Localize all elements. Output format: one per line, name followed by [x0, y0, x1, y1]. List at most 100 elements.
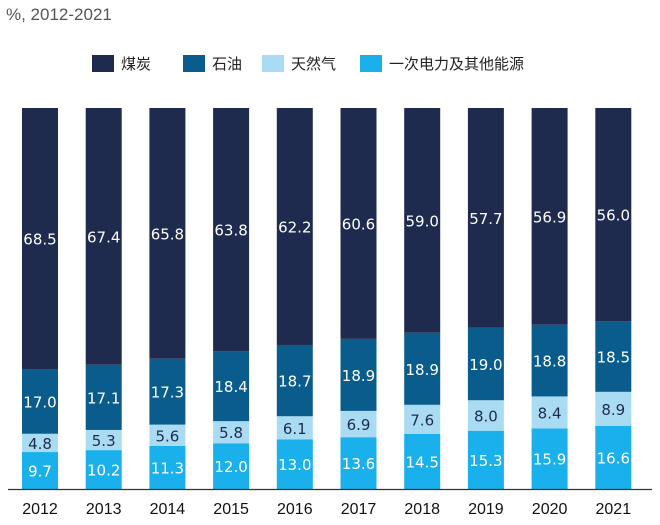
- data-label-2016-series-2: 18.7: [278, 373, 311, 391]
- data-label-2021-series-3: 8.9: [601, 401, 625, 419]
- bar-2016-series-4: [276, 439, 313, 489]
- bar-2020-series-4: [531, 428, 568, 489]
- bar-2018-series-3: [404, 404, 441, 434]
- bar-2019-series-2: [467, 327, 504, 401]
- bar-2014-series-3: [149, 424, 186, 446]
- bar-2016-series-1: [276, 108, 313, 345]
- bar-2021-series-4: [595, 425, 632, 489]
- data-label-2018-series-1: 59.0: [405, 212, 438, 230]
- x-tick-label-2016: 2016: [277, 501, 313, 518]
- data-label-2014-series-2: 17.3: [151, 384, 184, 402]
- data-label-2012-series-4: 9.7: [28, 463, 52, 481]
- legend-label-3: 天然气: [291, 55, 336, 73]
- data-label-2017-series-4: 13.6: [342, 455, 375, 473]
- bar-2015-series-3: [213, 421, 250, 444]
- x-tick-label-2017: 2017: [341, 501, 377, 518]
- x-tick-label-2012: 2012: [22, 501, 58, 518]
- bar-2012-series-1: [22, 108, 58, 369]
- bar-stack-area: 9.7 4.8 17.0 68.5 10.2 5.3 17.1 67.4 11.3 5.6 17.3…: [22, 108, 632, 489]
- data-label-2016-series-1: 62.2: [278, 218, 311, 236]
- data-label-2018-series-3: 7.6: [410, 411, 434, 429]
- data-label-2013-series-4: 10.2: [87, 462, 120, 480]
- data-label-2021-series-4: 16.6: [597, 449, 630, 467]
- bar-2014-series-4: [149, 445, 186, 489]
- bar-2018-series-2: [404, 332, 441, 405]
- data-label-2017-series-1: 60.6: [342, 215, 375, 233]
- bar-2016-series-3: [276, 416, 313, 440]
- data-label-2016-series-4: 13.0: [278, 456, 311, 474]
- data-label-2021-series-1: 56.0: [597, 207, 630, 225]
- data-label-2018-series-4: 14.5: [405, 453, 438, 471]
- data-label-2013-series-3: 5.3: [92, 432, 116, 450]
- data-label-2018-series-2: 18.9: [405, 361, 438, 379]
- data-label-2017-series-3: 6.9: [347, 416, 371, 434]
- bar-2013-series-2: [85, 364, 122, 430]
- x-tick-label-2020: 2020: [532, 501, 568, 518]
- bar-2020-series-1: [531, 108, 568, 325]
- bar-2015-series-1: [213, 108, 250, 352]
- data-label-2013-series-2: 17.1: [87, 389, 120, 407]
- x-tick-label-2021: 2021: [596, 501, 632, 518]
- data-label-2019-series-4: 15.3: [469, 452, 502, 470]
- data-label-2017-series-2: 18.9: [342, 367, 375, 385]
- legend-swatch-3: [262, 55, 284, 72]
- bar-2018-series-1: [404, 108, 441, 333]
- data-label-2019-series-1: 57.7: [469, 210, 502, 228]
- x-tick-label-2019: 2019: [468, 501, 504, 518]
- bar-2017-series-1: [340, 108, 377, 339]
- data-label-2020-series-2: 18.8: [533, 353, 566, 371]
- data-label-2020-series-3: 8.4: [538, 404, 562, 422]
- bar-2012-series-4: [22, 452, 58, 489]
- legend-label-2: 石油: [212, 55, 242, 73]
- bar-2013-series-1: [85, 108, 122, 365]
- bar-2012-series-2: [22, 368, 58, 434]
- bar-2013-series-4: [85, 450, 122, 489]
- x-tick-label-2015: 2015: [213, 501, 249, 518]
- legend-label-4: 一次电力及其他能源: [389, 55, 524, 73]
- bar-2017-series-4: [340, 437, 377, 489]
- bar-2016-series-2: [276, 344, 313, 417]
- bar-2014-series-2: [149, 358, 186, 425]
- x-tick-label-2014: 2014: [150, 501, 186, 518]
- bar-2020-series-3: [531, 396, 568, 429]
- bar-2021-series-3: [595, 391, 632, 426]
- x-tick-label-2018: 2018: [404, 501, 440, 518]
- bar-2015-series-2: [213, 351, 250, 422]
- data-label-2012-series-3: 4.8: [28, 435, 52, 453]
- bar-2018-series-4: [404, 433, 441, 489]
- data-label-2013-series-1: 67.4: [87, 228, 120, 246]
- bar-2013-series-3: [85, 429, 122, 451]
- x-axis-tick-labels: 2012 2013 2014 2015 2016 2017 2018 2019 2020 2021: [22, 501, 631, 518]
- bar-2017-series-2: [340, 338, 377, 411]
- legend-label-1: 煤炭: [121, 55, 151, 73]
- data-label-2014-series-3: 5.6: [155, 427, 179, 445]
- data-label-2016-series-3: 6.1: [283, 420, 307, 438]
- data-label-2012-series-1: 68.5: [23, 230, 56, 248]
- bar-2020-series-2: [531, 324, 568, 397]
- legend-swatch-4: [360, 55, 382, 72]
- data-label-2019-series-2: 19.0: [469, 356, 502, 374]
- data-label-2021-series-2: 18.5: [597, 349, 630, 367]
- data-label-2015-series-3: 5.8: [219, 424, 243, 442]
- data-label-2015-series-1: 63.8: [214, 222, 247, 240]
- x-tick-label-2013: 2013: [86, 501, 122, 518]
- data-label-2014-series-1: 65.8: [151, 225, 184, 243]
- chart-legend: 煤炭 石油 天然气 一次电力及其他能源: [92, 55, 524, 73]
- data-label-2019-series-3: 8.0: [474, 407, 498, 425]
- data-label-2020-series-4: 15.9: [533, 451, 566, 469]
- bar-2014-series-1: [149, 108, 186, 359]
- data-label-2015-series-2: 18.4: [214, 378, 247, 396]
- legend-swatch-1: [92, 55, 114, 72]
- bar-2021-series-1: [595, 108, 632, 322]
- bar-2019-series-3: [467, 400, 504, 431]
- data-label-2014-series-4: 11.3: [151, 459, 184, 477]
- data-label-2015-series-4: 12.0: [214, 458, 247, 476]
- bar-2019-series-1: [467, 108, 504, 328]
- data-label-2020-series-1: 56.9: [533, 208, 566, 226]
- bar-2019-series-4: [467, 430, 504, 489]
- chart-unit-label: %, 2012-2021: [6, 5, 112, 24]
- bar-2015-series-4: [213, 443, 250, 489]
- data-label-2012-series-2: 17.0: [23, 393, 56, 411]
- bar-2017-series-3: [340, 410, 377, 438]
